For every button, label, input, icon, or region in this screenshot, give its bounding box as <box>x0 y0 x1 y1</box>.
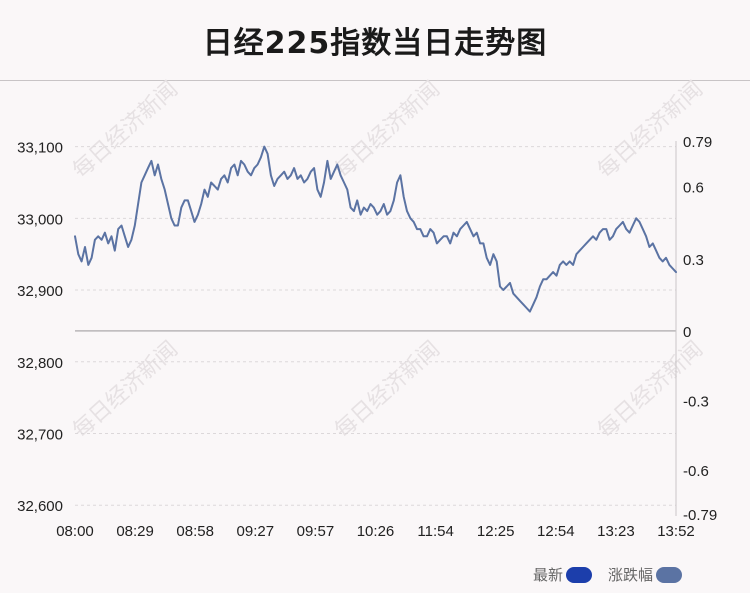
chart-lines <box>74 145 677 313</box>
y-tick-label-right: -0.3 <box>683 393 709 410</box>
y-tick-label-left: 33,100 <box>17 140 63 157</box>
y-tick-label-left: 33,000 <box>17 211 63 228</box>
x-tick-label: 13:52 <box>657 523 695 540</box>
watermark-text: 每日经济新闻 <box>68 337 183 444</box>
legend-latest-swatch <box>566 566 593 583</box>
y-tick-label-left: 32,800 <box>17 355 63 372</box>
legend-change-swatch <box>656 566 683 583</box>
x-tick-label: 12:25 <box>477 523 515 540</box>
series-line <box>74 145 677 313</box>
x-tick-label: 08:29 <box>116 523 154 540</box>
watermark-text: 每日经济新闻 <box>593 337 708 444</box>
x-tick-label: 11:54 <box>417 523 453 540</box>
title-divider <box>0 80 750 81</box>
y-tick-label-right: 0.79 <box>683 134 712 151</box>
x-axis-labels: 08:00 08:29 08:58 09:27 09:57 10:26 11:54 12:25… <box>56 523 695 540</box>
chart-grid <box>75 146 676 506</box>
watermark-text: 每日经济新闻 <box>593 77 708 184</box>
y-tick-label-right: 0.6 <box>683 180 704 197</box>
watermark-text: 每日经济新闻 <box>330 337 445 444</box>
y-tick-label-left: 32,600 <box>17 498 63 515</box>
y-axis-right-labels: 0.79 0.6 0.3 0 -0.3 -0.6 -0.79 <box>683 134 717 524</box>
x-tick-label: 08:58 <box>176 523 214 540</box>
watermark-text: 每日经济新闻 <box>330 77 445 184</box>
x-tick-label: 08:00 <box>56 523 94 540</box>
x-tick-label: 09:57 <box>297 523 335 540</box>
x-tick-label: 10:26 <box>357 523 395 540</box>
watermark-text: 每日经济新闻 <box>68 77 183 184</box>
y-tick-label-right: -0.79 <box>683 507 717 524</box>
y-tick-label-right: 0 <box>683 324 691 341</box>
x-tick-label: 13:23 <box>597 523 635 540</box>
legend: 最新 涨跌幅 <box>533 564 683 585</box>
legend-latest-label: 最新 <box>533 566 564 584</box>
y-tick-label-left: 32,700 <box>17 427 63 444</box>
y-tick-label-right: 0.3 <box>683 252 704 269</box>
x-tick-label: 12:54 <box>537 523 575 540</box>
y-tick-label-left: 32,900 <box>17 283 63 300</box>
y-tick-label-right: -0.6 <box>683 463 709 480</box>
legend-change-label: 涨跌幅 <box>608 566 654 584</box>
x-tick-label: 09:27 <box>237 523 275 540</box>
page-title: 日经225指数当日走势图 <box>202 26 548 61</box>
y-axis-left-labels: 33,100 33,000 32,900 32,800 32,700 32,600 <box>17 140 63 516</box>
